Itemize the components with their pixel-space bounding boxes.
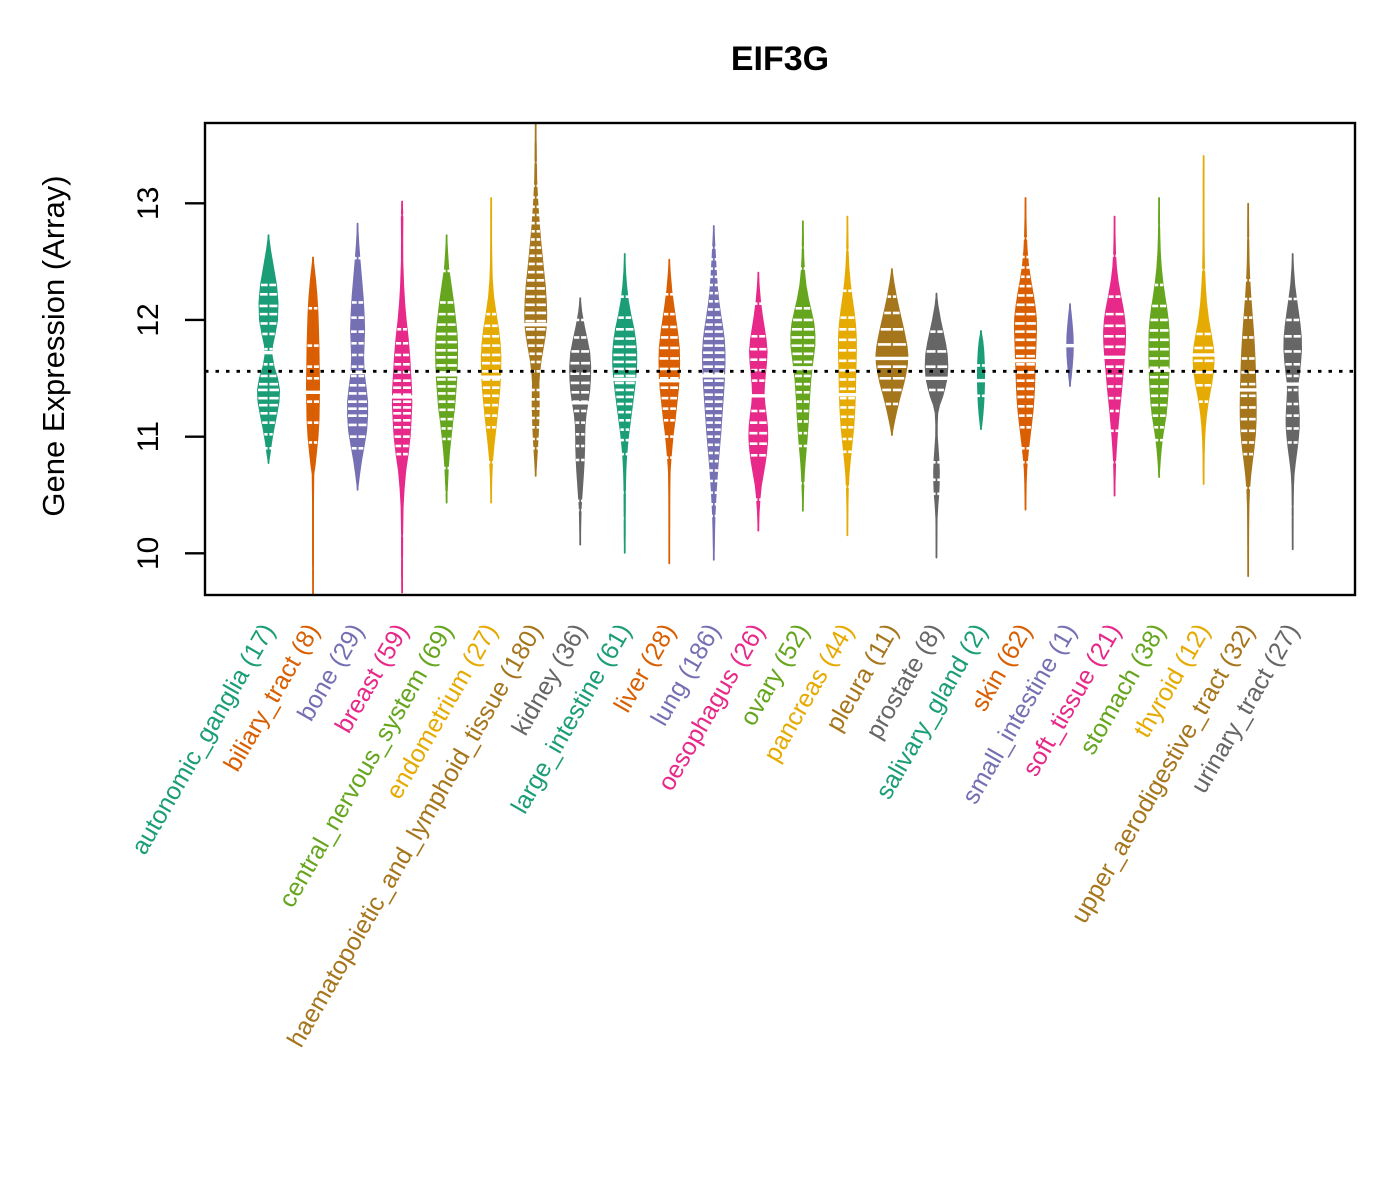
- violin-haematopoietic_and_lymphoid_tissue: haematopoietic_and_lymphoid_tissue (180): [282, 123, 549, 1052]
- y-tick-label: 10: [132, 537, 165, 570]
- chart-title: EIF3G: [731, 40, 829, 78]
- y-axis-title: Gene Expression (Array): [36, 175, 71, 516]
- y-tick-label: 12: [132, 303, 165, 336]
- plot-frame: [203, 121, 1357, 597]
- y-tick-label: 11: [132, 421, 165, 452]
- y-tick-label: 13: [132, 187, 165, 220]
